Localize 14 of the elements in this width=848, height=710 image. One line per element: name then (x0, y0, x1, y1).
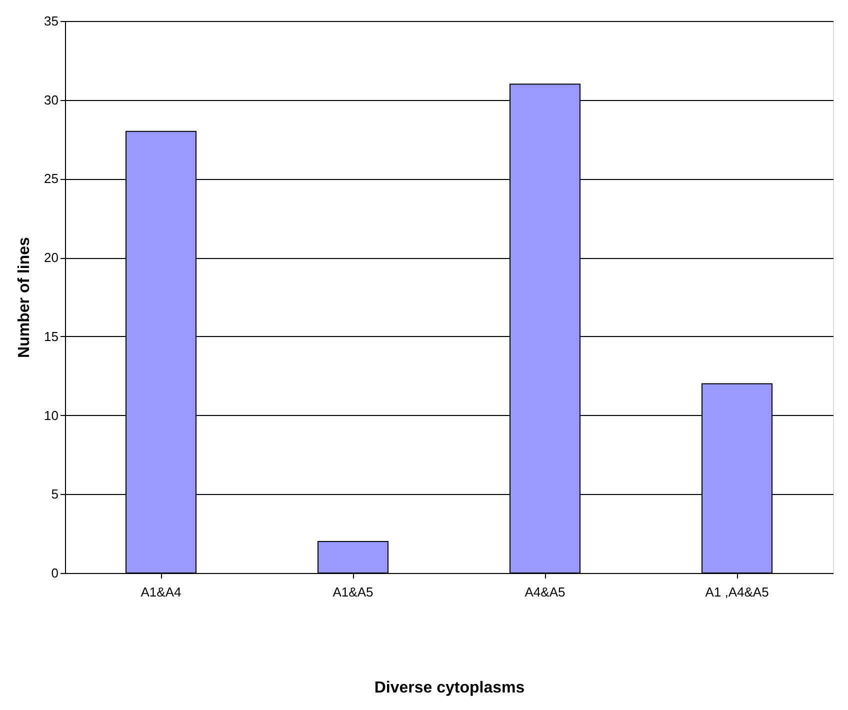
y-tick-label: 10 (44, 408, 58, 423)
y-tick-label: 15 (44, 328, 58, 344)
x-tick-label: A4&A5 (524, 584, 566, 600)
y-tick-label: 30 (44, 92, 58, 108)
x-axis-title: Diverse cytoplasms (374, 680, 525, 696)
y-tick-label: 20 (44, 250, 58, 266)
y-tick-label: 35 (44, 14, 58, 28)
x-tick-label: A1&A5 (332, 584, 374, 600)
x-tick-label: A1 ,A4&A5 (705, 584, 769, 600)
y-tick-label: 25 (44, 171, 58, 186)
y-axis-title: Number of lines (16, 236, 34, 358)
y-tick-label: 0 (51, 566, 58, 580)
x-tick-label: A1&A4 (140, 584, 182, 600)
y-tick-label: 5 (51, 486, 58, 502)
